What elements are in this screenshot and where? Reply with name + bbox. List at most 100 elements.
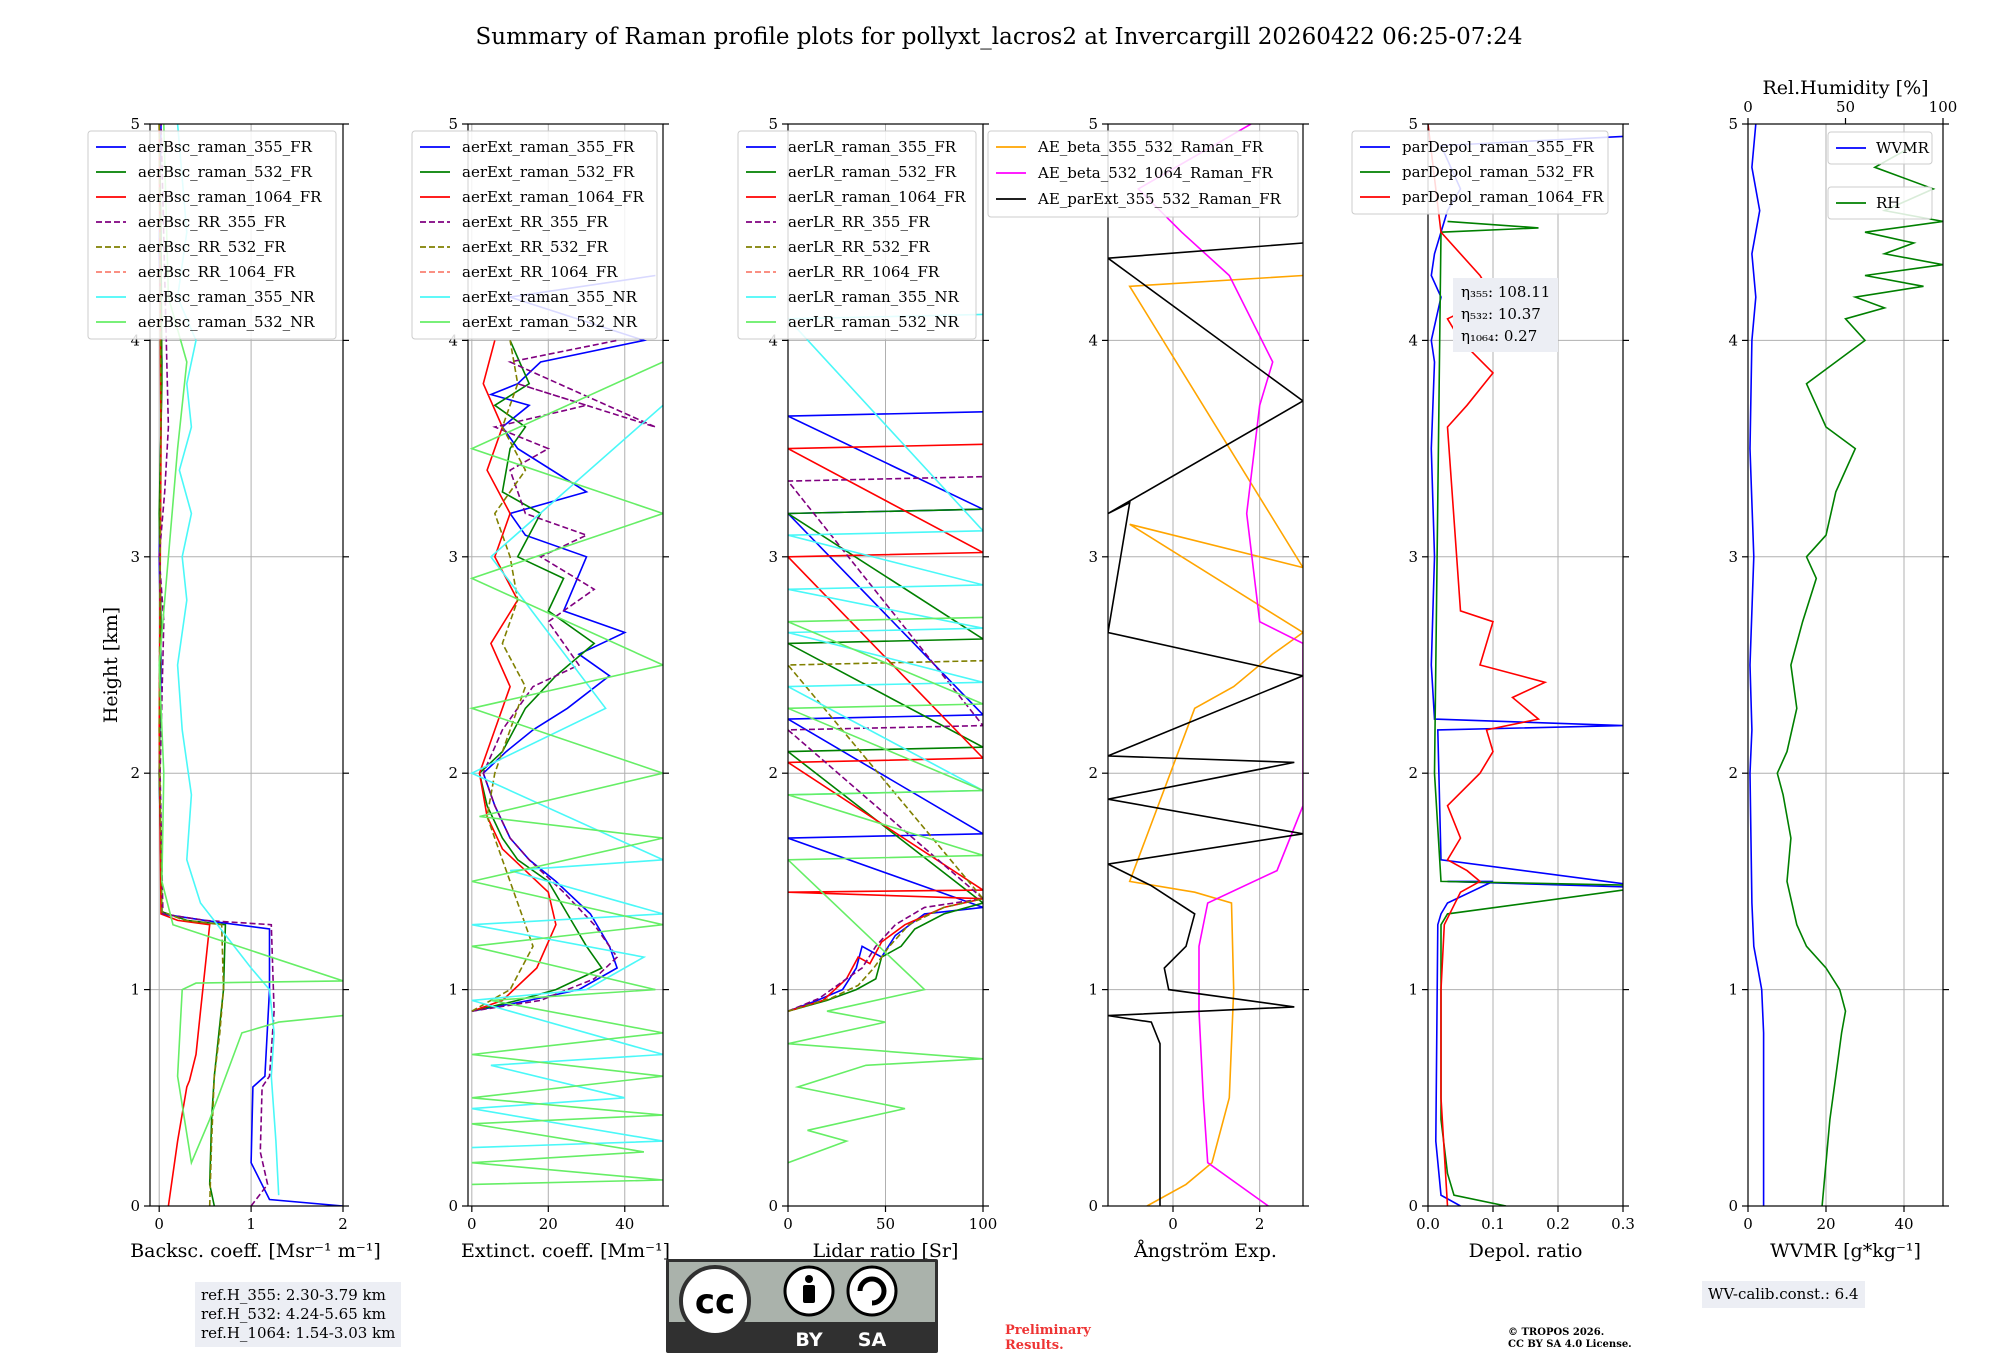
cc-license-badge: cc BY SA	[666, 1259, 938, 1353]
series-line-aerLR_raman_355_NR	[788, 313, 983, 796]
panel-3: 0 50 100 0 1 2 3 4 5 Lidar ratio [Sr] aerLR_raman_…	[737, 115, 998, 1262]
x-axis-label: Ångström Exp.	[1133, 1240, 1277, 1262]
legend-label: parDepol_raman_532_FR	[1402, 163, 1595, 181]
series-line-parDepol_raman_532_FR	[1433, 220, 1623, 1206]
series-line-aerExt_RR_532_FR	[471, 340, 534, 1012]
legend-label: parDepol_raman_355_FR	[1402, 138, 1595, 156]
legend-label: AE_beta_532_1064_Raman_FR	[1037, 164, 1273, 182]
sa-label: SA	[858, 1329, 887, 1351]
x-tick-label: 0.0	[1416, 1215, 1440, 1233]
y-tick-label: 5	[1088, 115, 1098, 133]
x-tick-label: 20	[539, 1215, 558, 1233]
y-tick-label: 2	[768, 764, 778, 782]
ref-height-532: ref.H_532: 4.24-5.65 km	[201, 1305, 386, 1323]
legend-label: parDepol_raman_1064_FR	[1402, 188, 1604, 206]
reference-heights-box: ref.H_355: 2.30-3.79 km ref.H_532: 4.24-…	[195, 1282, 402, 1347]
share-alike-icon	[846, 1265, 898, 1317]
series-line-parDepol_raman_355_FR	[1430, 135, 1623, 1206]
legend-label: aerBsc_RR_532_FR	[138, 238, 286, 256]
series-line-aerExt_raman_1064_FR	[471, 340, 557, 1012]
x-tick-label: 20	[1816, 1215, 1835, 1233]
copyright-note: © TROPOS 2026. CC BY SA 4.0 License.	[1508, 1327, 1632, 1350]
legend-label: AE_beta_355_532_Raman_FR	[1037, 138, 1264, 156]
legend-label: aerExt_RR_355_FR	[462, 213, 609, 231]
series-line-aerLR_RR_355_FR	[788, 475, 983, 1012]
y-tick-label: 5	[1728, 115, 1738, 133]
x2-tick-label: 50	[1836, 98, 1855, 116]
legend: parDepol_raman_355_FR parDepol_raman_532_…	[1351, 130, 1609, 215]
x-tick-label: 40	[615, 1215, 634, 1233]
y-tick-label: 5	[130, 115, 140, 133]
eta-355: η₃₅₅: 108.11	[1461, 283, 1551, 301]
y-tick-label: 3	[448, 548, 458, 566]
legend-label: RH	[1876, 194, 1900, 212]
y-tick-label: 1	[768, 981, 778, 999]
series-line-aerBsc_RR_355_FR	[158, 124, 275, 1206]
legend-label: aerLR_raman_355_FR	[788, 138, 957, 156]
y-tick-label: 4	[448, 331, 458, 349]
series-line-aerExt_raman_355_NR	[469, 404, 663, 1149]
series-line-aerLR_raman_532_FR	[788, 508, 983, 1012]
legend-label: WVMR	[1876, 139, 1930, 157]
x-tick-label: 50	[876, 1215, 895, 1233]
eta-calibration-box: η₃₅₅: 108.11 η₅₃₂: 10.37 η₁₀₆₄: 0.27	[1453, 278, 1559, 352]
legend-label: aerBsc_raman_532_NR	[138, 313, 315, 331]
y-tick-label: 2	[1088, 764, 1098, 782]
x-tick-label: 0	[154, 1215, 164, 1233]
y-tick-label: 1	[1728, 981, 1738, 999]
y-tick-label: 2	[448, 764, 458, 782]
panel-4: 0 2 0 1 2 3 4 5 Ångström Exp. AE_beta_355_532_Ram…	[987, 115, 1309, 1262]
legend-label: aerBsc_RR_1064_FR	[138, 263, 296, 281]
x-tick-label: 0	[783, 1215, 793, 1233]
legend-label: aerExt_raman_532_NR	[462, 313, 638, 331]
legend-label: aerLR_raman_532_FR	[788, 163, 957, 181]
legend-label: aerExt_RR_532_FR	[462, 238, 609, 256]
series-line-AE_beta_532_1064_Raman_FR	[1136, 124, 1303, 1206]
preliminary-note: Preliminary Results.	[1005, 1323, 1091, 1353]
y-tick-label: 4	[130, 331, 140, 349]
x-tick-label: 2	[1255, 1215, 1265, 1233]
x-axis-label: Extinct. coeff. [Mm⁻¹]	[461, 1240, 670, 1262]
y-tick-label: 0	[768, 1197, 778, 1215]
y-tick-label: 4	[1408, 331, 1418, 349]
y-tick-label: 1	[1408, 981, 1418, 999]
series-line-aerLR_RR_532_FR	[788, 659, 983, 1012]
legend: aerBsc_raman_355_FR aerBsc_raman_532_FRae…	[87, 130, 337, 340]
x-tick-label: 0.2	[1546, 1215, 1570, 1233]
cc-logo-icon	[679, 1265, 751, 1337]
x-tick-label: 0	[467, 1215, 477, 1233]
y-tick-label: 3	[768, 548, 778, 566]
series-line-AE_parExt_355_532_Raman_FR	[1108, 242, 1303, 1206]
x-axis-label: WVMR [g*kg⁻¹]	[1770, 1240, 1921, 1262]
legend-label: aerLR_RR_532_FR	[788, 238, 930, 256]
series-line-aerExt_raman_532_FR	[471, 340, 604, 1012]
x-tick-label: 0.3	[1611, 1215, 1635, 1233]
wv-calibration-box: WV-calib.const.: 6.4	[1702, 1281, 1865, 1308]
legend: WVMR RH	[1827, 131, 1933, 220]
x-tick-label: 0	[1743, 1215, 1753, 1233]
x-tick-label: 0	[1168, 1215, 1178, 1233]
x-tick-label: 100	[969, 1215, 998, 1233]
x2-tick-label: 100	[1929, 98, 1958, 116]
panel-1: 0 1 2 0 1 2 3 4 5 Backsc. coeff. [Msr⁻¹ m⁻¹] Heigh…	[87, 115, 381, 1262]
y-tick-label: 2	[1408, 764, 1418, 782]
ref-height-1064: ref.H_1064: 1.54-3.03 km	[201, 1324, 396, 1342]
legend: AE_beta_355_532_Raman_FR AE_beta_532_1064…	[987, 130, 1299, 218]
y-tick-label: 0	[130, 1197, 140, 1215]
series-line-WVMR	[1749, 124, 1765, 1206]
series-line-AE_beta_355_532_Raman_FR	[1128, 274, 1303, 1206]
legend-label: aerBsc_RR_355_FR	[138, 213, 286, 231]
series-line-aerLR_raman_532_NR	[788, 616, 983, 1164]
eta-532: η₅₃₂: 10.37	[1461, 305, 1541, 323]
axes-frame	[149, 123, 344, 1207]
series-line-aerExt_raman_532_NR	[468, 361, 663, 1186]
legend-label: aerBsc_raman_355_FR	[138, 138, 313, 156]
legend-label: aerExt_RR_1064_FR	[462, 263, 618, 281]
series-line-aerExt_RR_355_FR	[471, 339, 656, 1012]
axes-frame	[1107, 123, 1304, 1207]
y-tick-label: 4	[1088, 331, 1098, 349]
axes-frame	[1747, 123, 1944, 1207]
ref-height-355: ref.H_355: 2.30-3.79 km	[201, 1286, 386, 1304]
x2-tick-label: 0	[1743, 98, 1753, 116]
